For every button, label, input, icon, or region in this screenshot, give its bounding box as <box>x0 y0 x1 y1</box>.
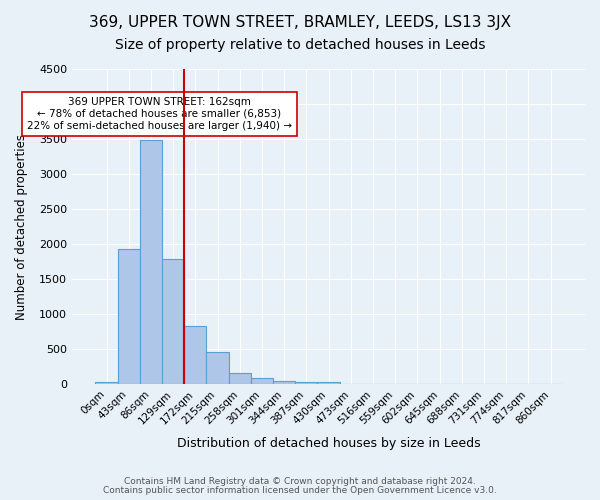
Text: 369, UPPER TOWN STREET, BRAMLEY, LEEDS, LS13 3JX: 369, UPPER TOWN STREET, BRAMLEY, LEEDS, … <box>89 15 511 30</box>
Bar <box>162 259 184 384</box>
X-axis label: Distribution of detached houses by size in Leeds: Distribution of detached houses by size … <box>177 437 481 450</box>
Bar <box>140 140 162 384</box>
Bar <box>251 378 273 384</box>
Bar <box>184 326 206 384</box>
Bar <box>118 249 140 384</box>
Bar <box>317 382 340 384</box>
Text: 369 UPPER TOWN STREET: 162sqm
← 78% of detached houses are smaller (6,853)
22% o: 369 UPPER TOWN STREET: 162sqm ← 78% of d… <box>27 98 292 130</box>
Bar <box>273 381 295 384</box>
Y-axis label: Number of detached properties: Number of detached properties <box>15 134 28 320</box>
Bar <box>229 373 251 384</box>
Text: Size of property relative to detached houses in Leeds: Size of property relative to detached ho… <box>115 38 485 52</box>
Bar <box>206 352 229 384</box>
Bar <box>95 382 118 384</box>
Bar <box>295 382 317 384</box>
Text: Contains HM Land Registry data © Crown copyright and database right 2024.: Contains HM Land Registry data © Crown c… <box>124 477 476 486</box>
Text: Contains public sector information licensed under the Open Government Licence v3: Contains public sector information licen… <box>103 486 497 495</box>
